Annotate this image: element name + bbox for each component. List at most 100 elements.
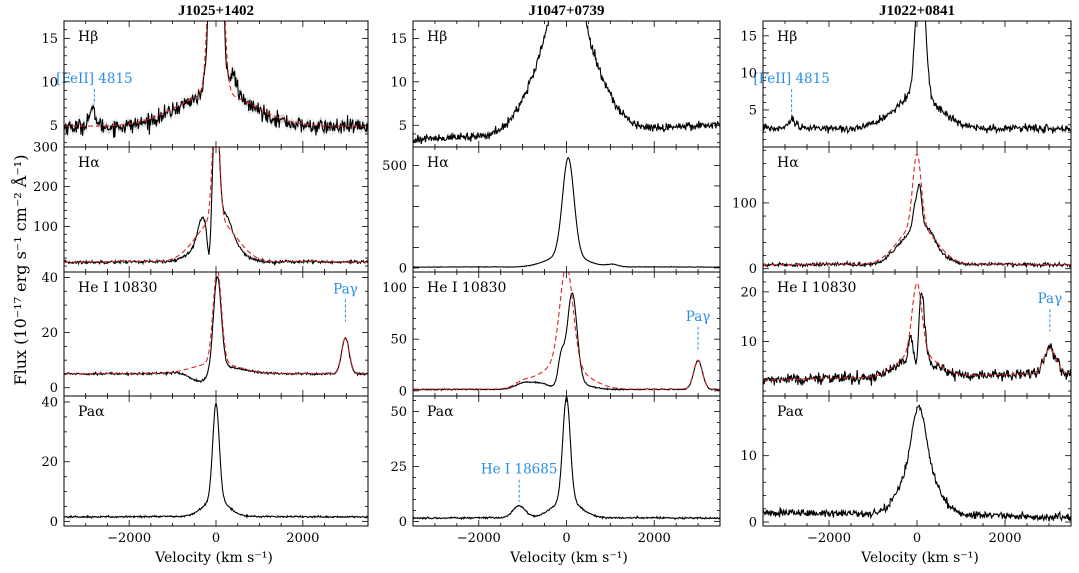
panel-1-0: 5 10 15 Hβ J1047+0739 [390, 3, 721, 148]
plot-area [64, 401, 368, 520]
x-tick-label: −2000 [807, 531, 851, 546]
plot-area [64, 147, 368, 267]
data-line [763, 183, 1071, 269]
x-tick-label: 2000 [286, 531, 319, 546]
panel-1-3: He I 18685 −2000 0 2000 0 25 50 Paα [390, 395, 721, 546]
data-line [413, 396, 720, 521]
y-tick-label: 0 [50, 381, 58, 396]
y-tick-label: 0 [399, 384, 407, 399]
x-tick-label: 0 [562, 531, 570, 546]
panel-0-3: −2000 0 2000 0 20 40 Paα [41, 395, 369, 546]
y-tick-label: 15 [41, 32, 58, 47]
plot-area [64, 21, 368, 143]
panel-frame [762, 395, 1072, 527]
y-tick-label: 500 [382, 159, 407, 174]
column-title: J1047+0739 [528, 3, 604, 19]
plot-area [413, 272, 720, 392]
data-line [413, 21, 720, 144]
line-label: Hα [427, 155, 449, 171]
x-tick-label: 0 [913, 531, 921, 546]
data-line [64, 275, 368, 384]
line-label: Paα [427, 404, 454, 420]
line-label: Paα [777, 404, 804, 420]
y-tick-label: 200 [33, 180, 58, 195]
data-line [413, 292, 720, 392]
x-tick-label: 2000 [638, 531, 671, 546]
y-tick-label: 0 [399, 261, 407, 276]
x-tick-label: 0 [212, 531, 220, 546]
y-tick-label: 10 [41, 75, 58, 90]
y-tick-label: 50 [390, 333, 407, 348]
y-tick-label: 50 [390, 405, 407, 420]
line-label: Hα [777, 155, 799, 171]
model-line [413, 272, 720, 390]
annotation-label: Paγ [1038, 291, 1063, 307]
y-tick-label: 20 [41, 326, 58, 341]
panel-2-2: Paγ 10 20 He I 10830 [740, 271, 1072, 397]
y-tick-label: 0 [749, 262, 757, 277]
model-line [763, 152, 1071, 266]
x-tick-label: −2000 [107, 531, 151, 546]
plot-area [413, 21, 720, 144]
y-tick-label: 0 [399, 515, 407, 530]
column-title: J1022+0841 [879, 3, 955, 19]
x-tick-label: −2000 [457, 531, 501, 546]
x-axis-label-col3: Velocity (km s⁻¹) [860, 550, 979, 566]
y-tick-label: 5 [50, 119, 58, 134]
y-tick-label: 5 [749, 103, 757, 118]
y-tick-label: 10 [390, 75, 407, 90]
y-axis-label: Flux (10⁻¹⁷ erg s⁻¹ cm⁻² Å⁻¹) [10, 155, 30, 386]
plot-area [413, 157, 720, 268]
data-line [763, 404, 1071, 522]
y-tick-label: 5 [399, 119, 407, 134]
data-line [413, 157, 720, 268]
y-tick-label: 10 [740, 449, 757, 464]
y-tick-label: 0 [749, 516, 757, 531]
y-tick-label: 10 [740, 335, 757, 350]
y-tick-label: 15 [740, 29, 757, 44]
plot-area [413, 396, 720, 521]
panel-0-1: 100 200 300 Hα [33, 141, 369, 273]
plot-area [763, 282, 1071, 386]
y-tick-label: 0 [50, 515, 58, 530]
y-tick-label: 20 [41, 455, 58, 470]
column-title: J1025+1402 [178, 3, 254, 19]
line-label: He I 10830 [777, 280, 856, 296]
model-line [763, 282, 1071, 381]
panel-2-1: 0 100 Hα [732, 146, 1072, 277]
x-axis-label-col2: Velocity (km s⁻¹) [509, 550, 628, 566]
line-label: He I 10830 [78, 280, 157, 296]
y-tick-label: 40 [41, 395, 58, 410]
annotation-label: He I 18685 [481, 462, 558, 478]
annotation-label: Paγ [333, 282, 358, 298]
y-tick-label: 10 [740, 66, 757, 81]
y-tick-label: 100 [732, 196, 757, 211]
panel-1-2: Paγ 0 50 100 He I 10830 [382, 271, 721, 399]
data-line [64, 401, 368, 520]
y-tick-label: 15 [390, 32, 407, 47]
line-label: Hα [78, 155, 100, 171]
x-axis-label-col1: Velocity (km s⁻¹) [154, 550, 273, 566]
panel-2-3: −2000 0 2000 0 10 Paα [740, 395, 1072, 546]
plot-area [763, 152, 1071, 269]
line-label: He I 10830 [427, 280, 506, 296]
annotation-label: Paγ [686, 309, 711, 325]
y-tick-label: 100 [382, 281, 407, 296]
y-tick-label: 20 [740, 285, 757, 300]
annotation-label: [FeII] 4815 [753, 71, 829, 87]
panel-frame [63, 146, 369, 273]
panel-frame [63, 395, 369, 527]
panel-frame [762, 146, 1072, 273]
y-tick-label: 300 [33, 141, 58, 156]
panel-frame [412, 395, 721, 527]
x-tick-label: 2000 [988, 531, 1021, 546]
annotation-label: [FeII] 4815 [56, 71, 132, 87]
line-label: Hβ [78, 29, 98, 45]
plot-area [763, 21, 1071, 135]
panel-0-0: [FeII] 4815 5 10 15 Hβ J1025+1402 [41, 3, 369, 148]
data-line [763, 21, 1071, 135]
data-line [64, 21, 368, 138]
model-line [64, 21, 368, 127]
